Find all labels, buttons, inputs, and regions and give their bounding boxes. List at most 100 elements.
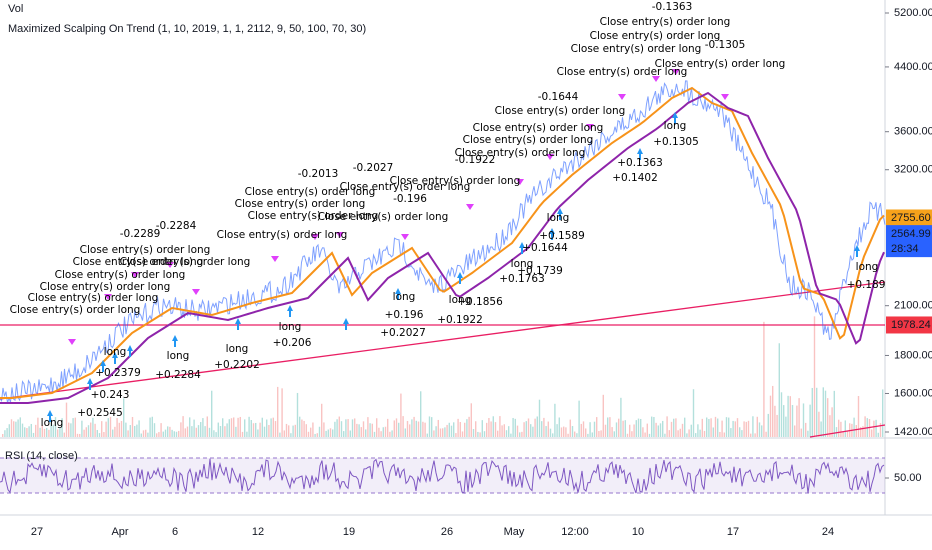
- volume-bar: [312, 422, 314, 437]
- trade-label: Close entry(s) order long: [455, 147, 586, 159]
- time-label: 12:00: [561, 526, 589, 538]
- trade-label: long: [226, 343, 249, 355]
- trade-label: Close entry(s) order long: [571, 43, 702, 55]
- time-label: 27: [31, 526, 43, 538]
- volume-bar: [765, 431, 767, 437]
- trade-label: long: [449, 294, 472, 306]
- volume-bar: [409, 424, 411, 437]
- trade-label: -0.2027: [353, 162, 394, 174]
- volume-bar: [316, 433, 318, 437]
- volume-bar: [237, 417, 239, 437]
- volume-bar: [349, 430, 351, 437]
- time-label: 19: [343, 526, 355, 538]
- volume-bar: [424, 422, 426, 437]
- volume-bar: [840, 421, 842, 437]
- trade-label: -0.2284: [156, 220, 197, 232]
- volume-bar: [19, 417, 21, 437]
- volume-bar: [673, 418, 675, 437]
- trade-label: long: [547, 212, 570, 224]
- volume-bar: [310, 427, 312, 437]
- volume-bar: [582, 421, 585, 437]
- volume-bar: [125, 422, 127, 437]
- volume-bar: [446, 424, 448, 437]
- volume-bar: [725, 417, 728, 437]
- volume-bar: [314, 433, 316, 437]
- volume-bar: [213, 430, 215, 437]
- volume-bar: [732, 420, 734, 437]
- volume-bar: [739, 427, 741, 437]
- volume-bar: [114, 426, 116, 437]
- volume-bar: [338, 416, 340, 437]
- volume-bar: [655, 422, 657, 437]
- trade-label: +0.243: [91, 389, 130, 401]
- volume-bar: [235, 426, 237, 437]
- volume-bar: [556, 424, 558, 437]
- volume-bar: [131, 416, 134, 437]
- volume-bar: [686, 433, 688, 437]
- volume-bar: [422, 421, 424, 437]
- volume-bar: [162, 431, 164, 437]
- trade-label: long: [664, 120, 687, 132]
- volume-bar: [712, 427, 714, 437]
- volume-bar: [138, 420, 140, 437]
- volume-bar: [404, 428, 406, 437]
- volume-bar: [65, 402, 68, 437]
- volume-bar: [358, 424, 360, 437]
- volume-bar: [805, 422, 807, 437]
- volume-bar: [226, 423, 228, 437]
- volume-bar: [288, 425, 290, 437]
- volume-bar: [431, 417, 433, 437]
- volume-bar: [464, 422, 466, 437]
- volume-bar: [433, 430, 435, 437]
- volume-bar: [292, 425, 294, 437]
- volume-bar: [79, 433, 81, 437]
- volume-bar: [39, 427, 41, 437]
- volume-bar: [54, 417, 57, 437]
- volume-bar: [241, 431, 244, 437]
- legend-rsi: RSI (14, close): [5, 450, 78, 462]
- trade-label: Close entry(s) order long: [390, 175, 521, 187]
- volume-bar: [26, 428, 28, 437]
- volume-bar: [818, 411, 820, 437]
- rsi-pane: [0, 457, 885, 494]
- trade-label: long: [279, 321, 302, 333]
- volume-bar: [666, 416, 668, 437]
- volume-bar: [543, 417, 545, 437]
- volume-bar: [393, 420, 395, 437]
- volume-bar: [670, 421, 673, 437]
- entry-marker: [549, 228, 555, 240]
- volume-bar: [853, 417, 855, 437]
- volume-bar: [514, 418, 516, 437]
- volume-bar: [257, 429, 259, 437]
- volume-bar: [745, 421, 747, 437]
- volume-bar: [224, 426, 226, 437]
- trade-label: Close entry(s) order long: [590, 30, 721, 42]
- entry-marker: [172, 335, 178, 347]
- legend-strategy: Maximized Scalping On Trend (1, 10, 2019…: [8, 23, 366, 35]
- volume-bar: [43, 428, 46, 437]
- volume-bar: [585, 428, 587, 437]
- price-tag: [886, 225, 932, 258]
- volume-bar: [752, 416, 754, 437]
- volume-bar: [173, 431, 175, 437]
- volume-bar: [437, 419, 439, 437]
- volume-bar: [195, 427, 197, 437]
- volume-bars: [2, 316, 884, 437]
- trade-label: Close entry(s) order long: [463, 134, 594, 146]
- volume-bar: [468, 416, 470, 437]
- volume-bar: [52, 424, 54, 437]
- volume-bar: [642, 427, 644, 437]
- volume-bar: [123, 398, 125, 437]
- volume-bar: [706, 417, 708, 437]
- volume-bar: [747, 420, 750, 437]
- price-tag: [886, 209, 932, 227]
- volume-bar: [789, 396, 791, 437]
- exit-marker: [401, 234, 409, 240]
- exit-marker: [271, 256, 279, 262]
- volume-bar: [156, 433, 158, 437]
- time-label: Apr: [111, 526, 128, 538]
- volume-bar: [844, 420, 846, 437]
- volume-bar: [633, 424, 635, 437]
- entry-marker: [112, 352, 118, 364]
- volume-bar: [17, 419, 19, 437]
